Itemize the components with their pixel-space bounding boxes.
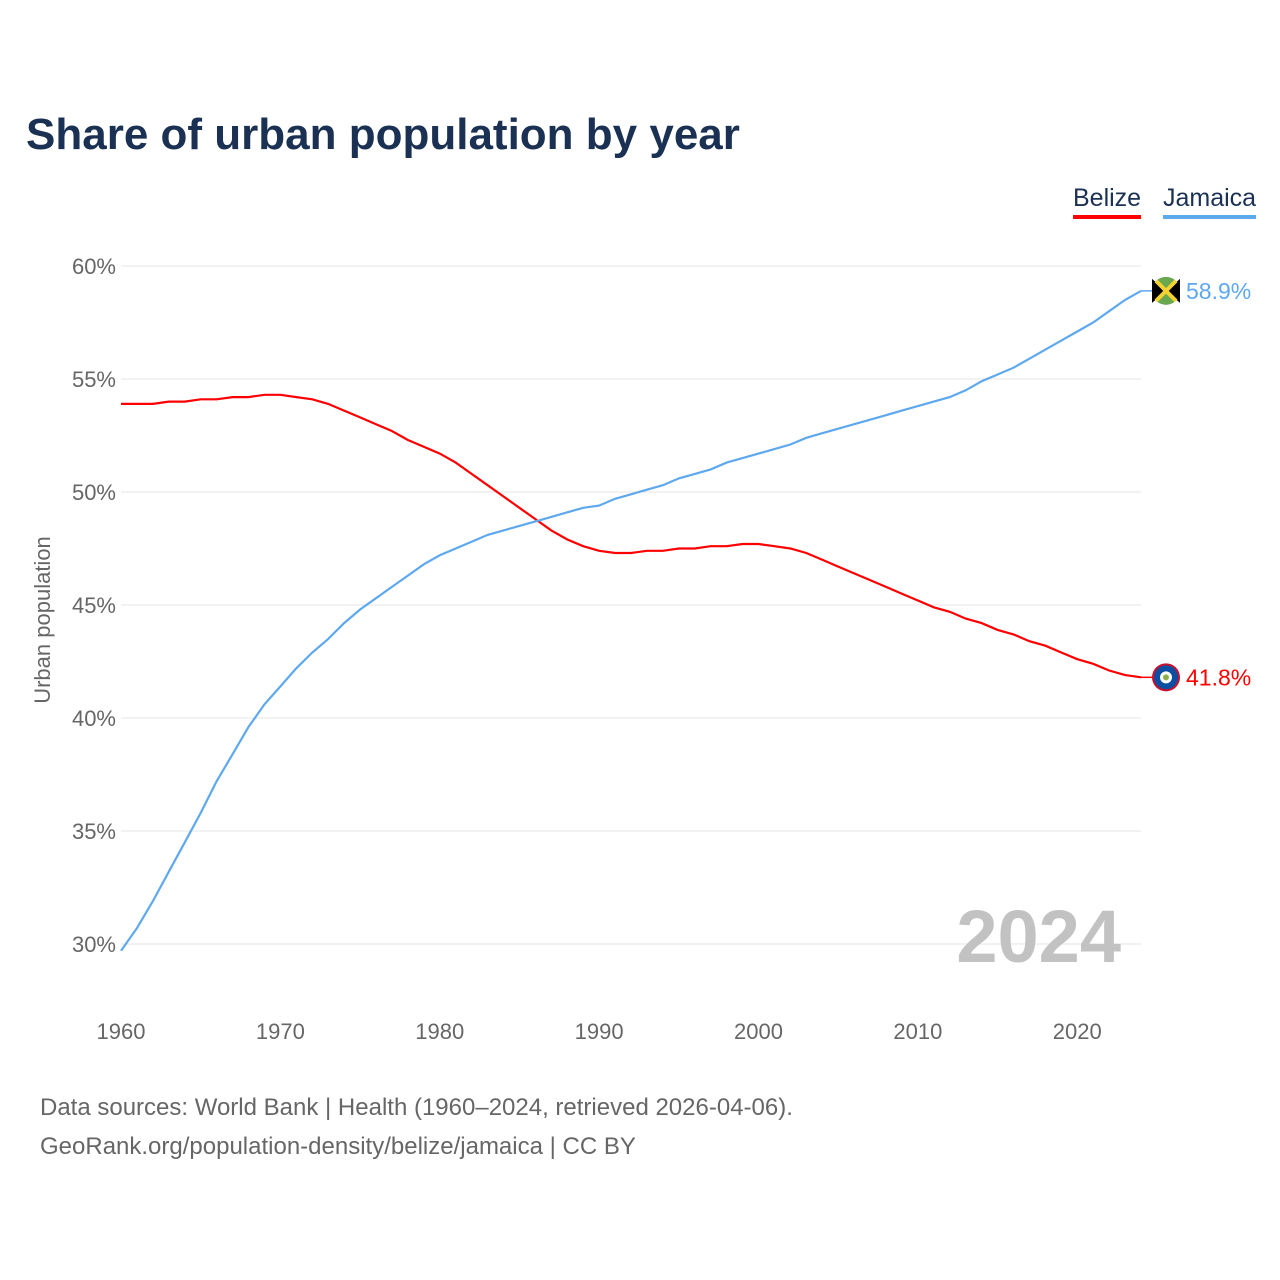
- y-tick-label: 60%: [72, 254, 116, 279]
- source-line-1: Data sources: World Bank | Health (1960–…: [40, 1094, 793, 1121]
- series-line-belize: [121, 393, 1142, 679]
- legend-jamaica[interactable]: Jamaica: [1163, 184, 1257, 219]
- year-label: 2024: [956, 895, 1121, 978]
- end-value-label: 41.8%: [1186, 664, 1251, 690]
- source-line-2[interactable]: GeoRank.org/population-density/belize/ja…: [40, 1133, 636, 1160]
- jamaica-flag-saltire: [1154, 279, 1178, 303]
- chart-title: Share of urban population by year: [26, 110, 740, 159]
- y-tick-label: 30%: [72, 932, 116, 957]
- x-tick-label: 1980: [415, 1019, 464, 1044]
- y-axis-label: Urban population: [30, 536, 55, 704]
- x-tick-label: 2020: [1053, 1019, 1102, 1044]
- x-tick-label: 1970: [256, 1019, 305, 1044]
- belize-flag-emblem-center: [1163, 674, 1169, 681]
- legend-belize[interactable]: Belize: [1073, 184, 1142, 219]
- y-tick-label: 45%: [72, 593, 116, 618]
- y-tick-label: 55%: [72, 367, 116, 392]
- y-tick-label: 40%: [72, 706, 116, 731]
- x-tick-label: 2000: [734, 1019, 783, 1044]
- end-value-label: 58.9%: [1186, 278, 1251, 304]
- series-line-jamaica: [120, 289, 1142, 952]
- source-note: Data sources: World Bank | Health (1960–…: [40, 1088, 793, 1166]
- y-tick-label: 35%: [72, 819, 116, 844]
- y-tick-label: 50%: [72, 480, 116, 505]
- x-tick-label: 1990: [575, 1019, 624, 1044]
- x-tick-label: 2010: [893, 1019, 942, 1044]
- x-tick-label: 1960: [97, 1019, 146, 1044]
